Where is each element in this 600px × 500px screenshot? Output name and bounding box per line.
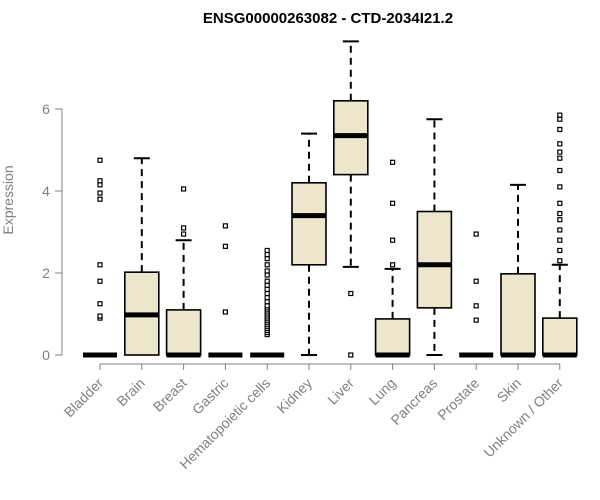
- x-tick-label: Breast: [150, 375, 190, 415]
- outlier-point: [557, 167, 563, 174]
- y-tick-label: 2: [42, 265, 50, 281]
- outlier-point: [390, 262, 396, 268]
- box-0: [83, 157, 117, 358]
- outlier-point: [557, 210, 563, 217]
- boxes-group: [83, 40, 578, 358]
- outlier-point: [557, 116, 563, 122]
- outlier-point: [264, 278, 270, 284]
- box-1: [124, 157, 160, 356]
- outlier-point: [222, 243, 228, 249]
- box-8: [416, 118, 453, 356]
- box-rect: [374, 318, 411, 356]
- outlier-point: [97, 190, 103, 196]
- x-tick-label: Unknown / Other: [480, 375, 566, 461]
- box-10: [500, 183, 536, 358]
- outlier-point: [264, 256, 270, 262]
- chart-title: ENSG00000263082 - CTD-2034I21.2: [203, 10, 453, 27]
- box-rect: [165, 309, 202, 356]
- outlier-point: [264, 299, 270, 305]
- box-9: [459, 231, 494, 358]
- outlier-point: [264, 247, 270, 254]
- y-tick-label: 0: [42, 347, 50, 363]
- box-6: [332, 40, 369, 358]
- box-rect: [541, 317, 578, 356]
- outlier-point: [97, 301, 103, 307]
- outlier-point: [557, 149, 563, 155]
- x-tick-label: Brain: [113, 375, 147, 409]
- box-rect: [500, 273, 536, 356]
- outlier-point: [97, 182, 103, 188]
- outlier-point: [181, 186, 187, 192]
- outlier-point: [264, 268, 270, 274]
- outlier-point: [222, 223, 228, 229]
- outlier-point: [557, 112, 563, 118]
- outlier-point: [264, 282, 270, 288]
- outlier-point: [264, 251, 270, 258]
- outlier-point: [264, 272, 270, 278]
- box-3: [208, 223, 243, 358]
- box-2: [165, 186, 202, 358]
- outlier-point: [97, 196, 103, 202]
- box-rect: [291, 182, 327, 266]
- outlier-point: [473, 317, 479, 323]
- outlier-point: [473, 303, 479, 309]
- outlier-point: [264, 262, 270, 268]
- outlier-point: [557, 227, 563, 233]
- outlier-point: [473, 231, 479, 237]
- outlier-point: [557, 200, 563, 206]
- x-tick-label: Skin: [494, 375, 525, 406]
- box-5: [291, 132, 327, 356]
- outlier-point: [557, 217, 563, 223]
- box-7: [374, 159, 411, 358]
- box-4: [250, 247, 285, 358]
- outlier-point: [557, 141, 563, 147]
- outlier-point: [557, 237, 563, 243]
- outlier-point: [390, 237, 396, 243]
- x-tick-label: Bladder: [61, 375, 107, 421]
- y-tick-label: 4: [42, 183, 50, 199]
- outlier-point: [264, 303, 270, 309]
- outlier-point: [181, 225, 187, 231]
- box-rect: [416, 210, 453, 309]
- y-axis: 0 2 4 6: [42, 101, 63, 363]
- outlier-point: [97, 278, 103, 284]
- outlier-point: [473, 278, 479, 284]
- box-11: [541, 112, 578, 358]
- y-axis-label: Expression: [0, 165, 16, 234]
- outlier-point: [264, 286, 270, 292]
- outlier-point: [348, 290, 354, 297]
- outlier-point: [390, 159, 396, 165]
- x-tick-label: Lung: [365, 375, 398, 408]
- outlier-point: [264, 290, 270, 297]
- outlier-point: [557, 184, 563, 190]
- outlier-point: [97, 157, 103, 163]
- outlier-point: [97, 262, 103, 268]
- outlier-point: [557, 155, 563, 161]
- outlier-point: [557, 247, 563, 254]
- y-tick-label: 6: [42, 101, 50, 117]
- x-tick-label: Kidney: [274, 375, 316, 417]
- outlier-point: [222, 309, 228, 315]
- outlier-point: [557, 258, 563, 264]
- outlier-point: [390, 200, 396, 206]
- outlier-point: [181, 231, 187, 237]
- outlier-point: [348, 352, 354, 358]
- outlier-point: [557, 126, 563, 133]
- outlier-point: [97, 178, 103, 184]
- x-tick-label: Liver: [324, 375, 357, 408]
- outlier-point: [97, 313, 103, 319]
- outlier-point: [264, 295, 270, 301]
- x-tick-label: Prostate: [434, 375, 482, 423]
